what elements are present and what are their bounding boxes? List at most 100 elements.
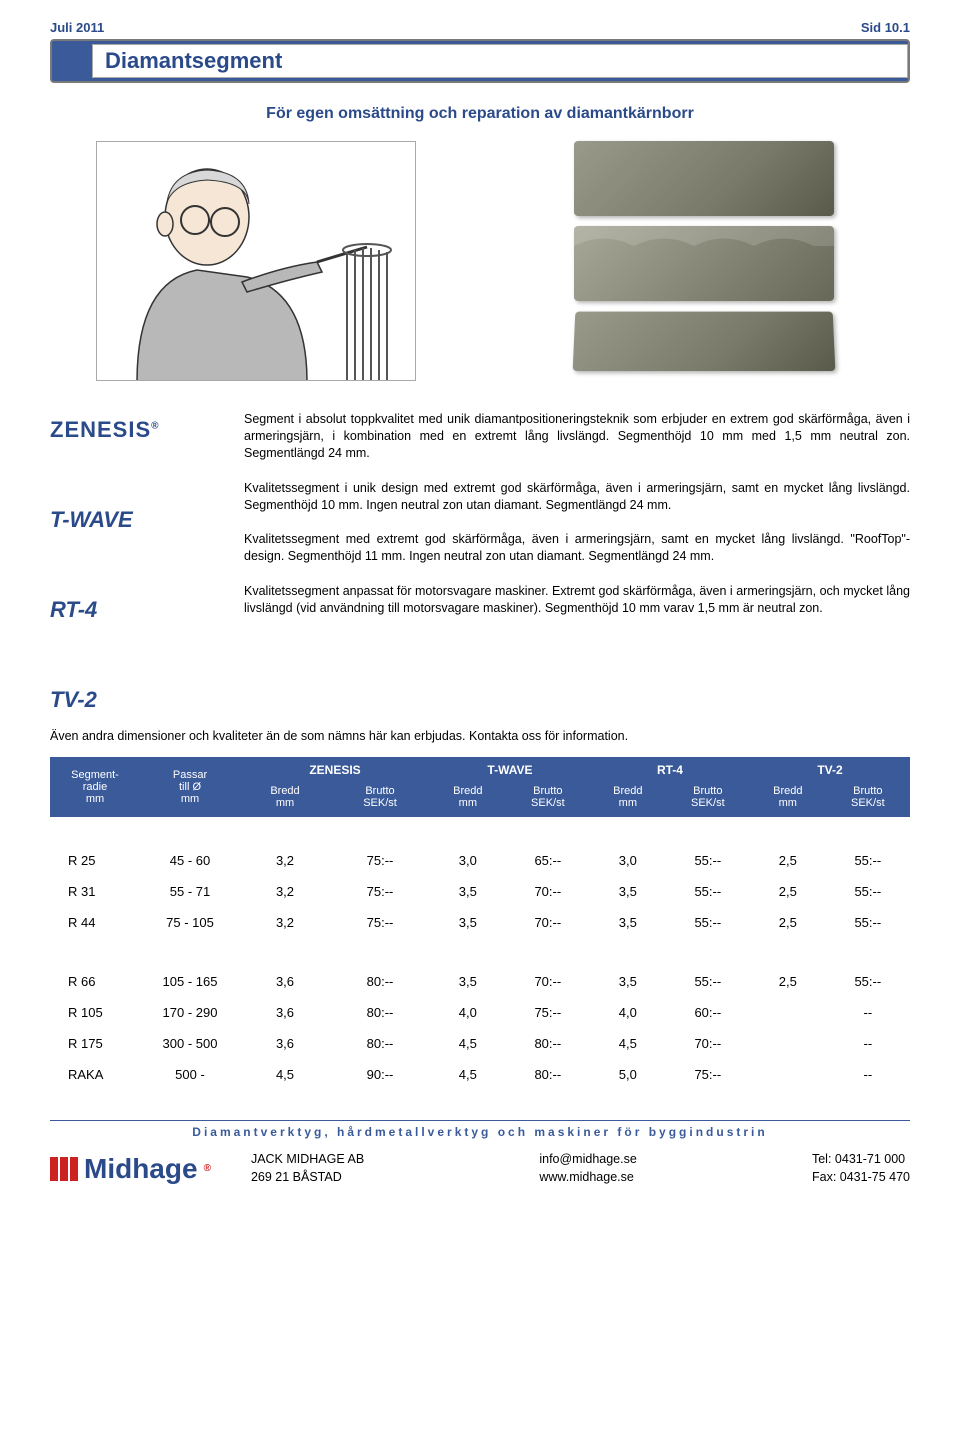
descriptions: ZENESIS® T-WAVE RT-4 TV-2 Segment i abso… <box>50 411 910 713</box>
cell: 55:-- <box>666 845 750 876</box>
cell: 3,5 <box>590 966 666 997</box>
hero-images <box>50 141 910 381</box>
cell: 3,5 <box>430 907 506 938</box>
cell <box>750 1028 826 1059</box>
col-rt4: RT-4 <box>590 757 750 783</box>
cell: 45 - 60 <box>140 845 240 876</box>
cell: 75 - 105 <box>140 907 240 938</box>
cell: 2,5 <box>750 907 826 938</box>
cell: 80:-- <box>506 1028 590 1059</box>
cell: R 105 <box>50 997 140 1028</box>
col-passar: Passar till Ø mm <box>140 757 240 817</box>
cell: 3,6 <box>240 966 330 997</box>
note: Även andra dimensioner och kvaliteter än… <box>50 729 910 743</box>
cell: 3,2 <box>240 845 330 876</box>
cell: 75:-- <box>330 907 430 938</box>
sub-bredd: Breddmm <box>590 783 666 817</box>
desc-rt4: Kvalitetssegment med extremt god skärför… <box>244 531 910 565</box>
header-date: Juli 2011 <box>50 20 104 35</box>
cell: 55:-- <box>666 966 750 997</box>
cell: 55:-- <box>826 966 910 997</box>
logo-mark-icon <box>50 1157 78 1181</box>
cell: 4,5 <box>430 1028 506 1059</box>
cell: 80:-- <box>330 966 430 997</box>
cell: -- <box>826 1028 910 1059</box>
cell: 75:-- <box>506 997 590 1028</box>
cell: 4,5 <box>430 1059 506 1090</box>
cell: 3,5 <box>590 876 666 907</box>
footer-divider <box>50 1120 910 1121</box>
cell: 3,2 <box>240 876 330 907</box>
cell: 80:-- <box>506 1059 590 1090</box>
cell: 300 - 500 <box>140 1028 240 1059</box>
logo-text: Midhage <box>84 1153 198 1185</box>
cell <box>750 997 826 1028</box>
subtitle: För egen omsättning och reparation av di… <box>50 105 910 123</box>
col-radie: Segment- radie mm <box>50 757 140 817</box>
cell: 80:-- <box>330 1028 430 1059</box>
brand-tv2: TV-2 <box>50 687 220 713</box>
cell: -- <box>826 1059 910 1090</box>
table-row: R 4475 - 1053,275:--3,570:--3,555:--2,55… <box>50 907 910 938</box>
cell: 55:-- <box>666 907 750 938</box>
col-zenesis: ZENESIS <box>240 757 430 783</box>
cell: 3,5 <box>430 966 506 997</box>
footer-tagline: Diamantverktyg, hårdmetallverktyg och ma… <box>50 1125 910 1139</box>
cell: RAKA <box>50 1059 140 1090</box>
cell: 75:-- <box>330 845 430 876</box>
footer-web: info@midhage.se www.midhage.se <box>539 1151 636 1186</box>
cell <box>750 1059 826 1090</box>
cell: 55:-- <box>826 876 910 907</box>
cell: 2,5 <box>750 845 826 876</box>
table-row: R 66105 - 1653,680:--3,570:--3,555:--2,5… <box>50 966 910 997</box>
table-row: R 105170 - 2903,680:--4,075:--4,060:---- <box>50 997 910 1028</box>
cell: 70:-- <box>506 876 590 907</box>
title-bar: Diamantsegment <box>50 39 910 83</box>
sub-bredd: Breddmm <box>240 783 330 817</box>
header-pageref: Sid 10.1 <box>861 20 910 35</box>
cell: 3,0 <box>590 845 666 876</box>
cell: R 66 <box>50 966 140 997</box>
sub-bredd: Breddmm <box>430 783 506 817</box>
page-header: Juli 2011 Sid 10.1 <box>50 20 910 35</box>
cell: 70:-- <box>506 907 590 938</box>
logo: Midhage® <box>50 1153 211 1185</box>
table-row: RAKA500 -4,590:--4,580:--5,075:---- <box>50 1059 910 1090</box>
table-row: R 175300 - 5003,680:--4,580:--4,570:---- <box>50 1028 910 1059</box>
cell: 4,0 <box>590 997 666 1028</box>
col-tv2: TV-2 <box>750 757 910 783</box>
cell: 500 - <box>140 1059 240 1090</box>
segment-image-2 <box>574 226 834 301</box>
sub-brutto: BruttoSEK/st <box>506 783 590 817</box>
cell: 3,0 <box>430 845 506 876</box>
sub-brutto: BruttoSEK/st <box>826 783 910 817</box>
cell: 105 - 165 <box>140 966 240 997</box>
desc-twave: Kvalitetssegment i unik design med extre… <box>244 480 910 514</box>
illustration-person <box>96 141 416 381</box>
sub-brutto: BruttoSEK/st <box>330 783 430 817</box>
cell: 5,0 <box>590 1059 666 1090</box>
cell: 3,6 <box>240 1028 330 1059</box>
cell: 75:-- <box>330 876 430 907</box>
cell: 3,2 <box>240 907 330 938</box>
cell: 55:-- <box>826 845 910 876</box>
cell: R 25 <box>50 845 140 876</box>
brand-twave: T-WAVE <box>50 507 220 533</box>
sub-bredd: Breddmm <box>750 783 826 817</box>
cell: 55:-- <box>826 907 910 938</box>
cell: R 175 <box>50 1028 140 1059</box>
cell: 4,0 <box>430 997 506 1028</box>
cell: 60:-- <box>666 997 750 1028</box>
cell: 3,5 <box>590 907 666 938</box>
cell: -- <box>826 997 910 1028</box>
brand-zenesis: ZENESIS® <box>50 417 220 443</box>
segment-image-1 <box>574 141 834 216</box>
cell: 55:-- <box>666 876 750 907</box>
cell: 90:-- <box>330 1059 430 1090</box>
cell: R 44 <box>50 907 140 938</box>
footer-phone: Tel: 0431-71 000 Fax: 0431-75 470 <box>812 1151 910 1186</box>
table-row: R 2545 - 603,275:--3,065:--3,055:--2,555… <box>50 845 910 876</box>
price-table: Segment- radie mm Passar till Ø mm ZENES… <box>50 757 910 1090</box>
cell: 65:-- <box>506 845 590 876</box>
cell: 170 - 290 <box>140 997 240 1028</box>
